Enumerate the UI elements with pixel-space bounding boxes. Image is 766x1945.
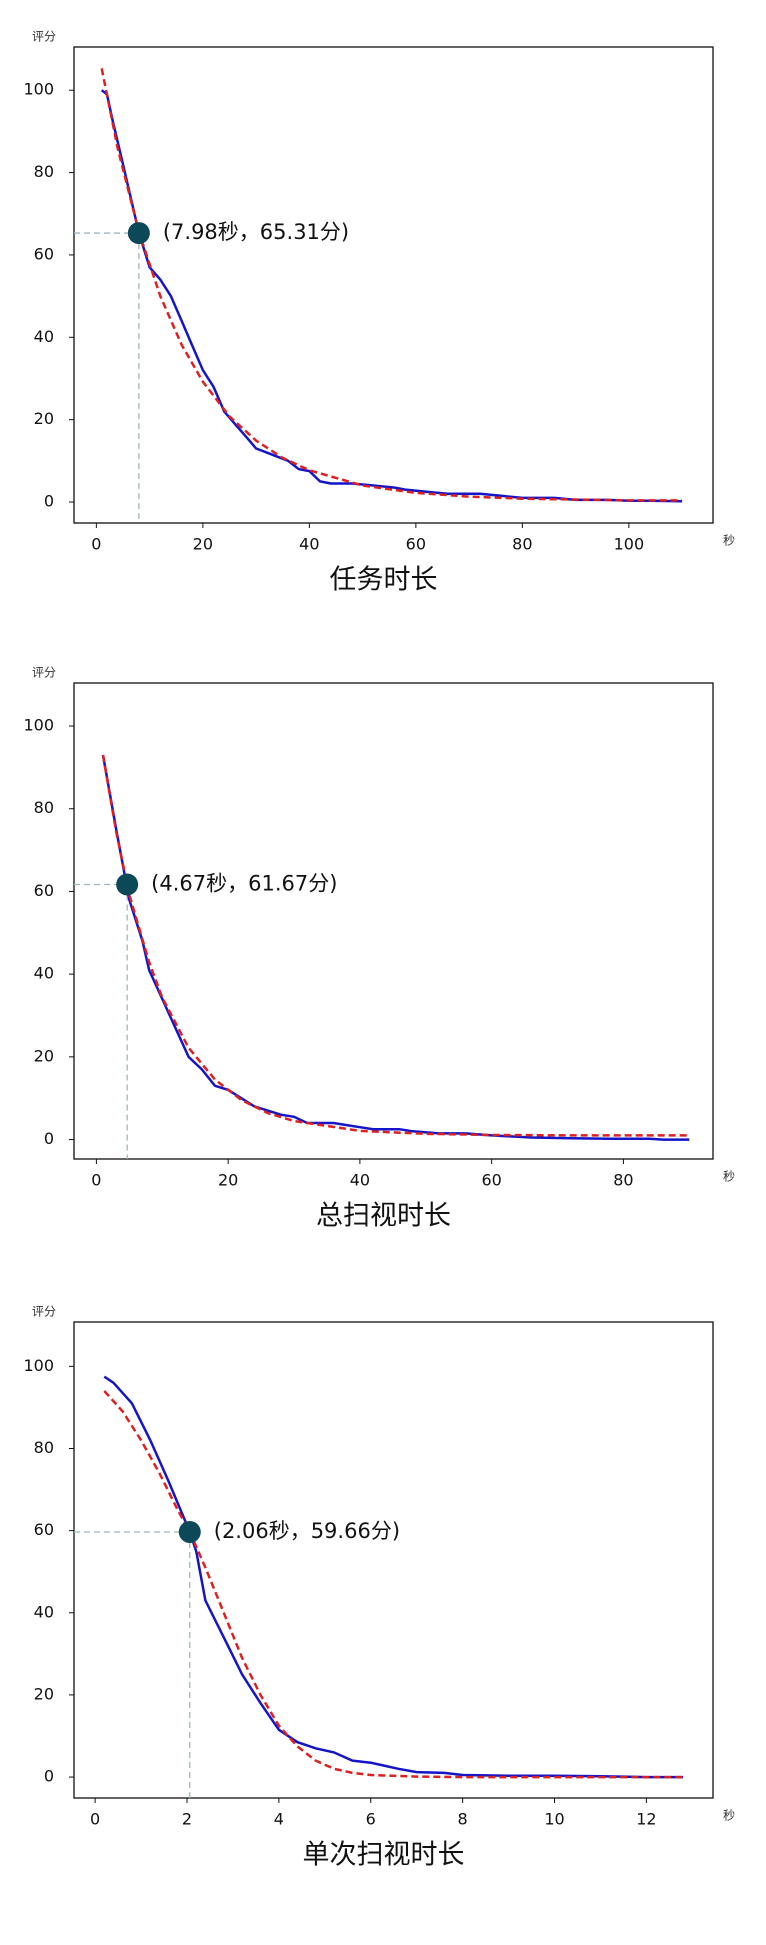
x-tick-label: 80 <box>613 1171 633 1190</box>
highlight-point <box>127 222 150 245</box>
y-tick-label: 0 <box>44 1767 54 1786</box>
x-tick-label: 6 <box>366 1810 376 1829</box>
y-tick-label: 80 <box>34 162 54 181</box>
highlight-point <box>116 873 139 896</box>
plot-frame <box>73 46 714 524</box>
y-tick-label: 20 <box>34 1046 54 1065</box>
y-tick-label: 40 <box>34 964 54 983</box>
x-tick-label: 12 <box>636 1810 656 1829</box>
y-tick-label: 0 <box>44 1129 54 1148</box>
data-line <box>100 68 683 502</box>
y-tick-label: 20 <box>34 409 54 428</box>
x-tick-label: 60 <box>406 535 426 554</box>
x-tick-label: 0 <box>90 1810 100 1829</box>
plot-frame <box>73 1321 714 1799</box>
x-tick-label: 40 <box>350 1171 370 1190</box>
x-tick-label: 2 <box>182 1810 192 1829</box>
y-tick-label: 80 <box>34 1438 54 1457</box>
x-axis-label: 秒 <box>723 1170 735 1184</box>
y-axis-label: 评分 <box>32 30 56 44</box>
x-tick-label: 0 <box>91 1171 101 1190</box>
x-tick-label: 100 <box>614 535 645 554</box>
data-line <box>101 754 690 1137</box>
x-tick-label: 0 <box>91 535 101 554</box>
chart-caption: 总扫视时长 <box>316 1201 451 1232</box>
y-tick-label: 40 <box>34 1602 54 1621</box>
y-tick-label: 60 <box>34 1520 54 1539</box>
y-tick-label: 60 <box>34 881 54 900</box>
data-line <box>101 754 690 1141</box>
x-tick-label: 8 <box>458 1810 468 1829</box>
y-tick-label: 0 <box>44 492 54 511</box>
chart-caption: 单次扫视时长 <box>303 1840 465 1871</box>
x-tick-label: 80 <box>512 535 532 554</box>
x-tick-label: 40 <box>299 535 319 554</box>
highlight-point <box>178 1521 201 1544</box>
y-tick-label: 60 <box>34 244 54 263</box>
data-line <box>100 89 683 503</box>
y-tick-label: 100 <box>23 1356 54 1375</box>
y-axis-label: 评分 <box>32 666 56 680</box>
chart-caption: 任务时长 <box>330 565 438 596</box>
x-tick-label: 20 <box>218 1171 238 1190</box>
y-tick-label: 20 <box>34 1684 54 1703</box>
x-tick-label: 10 <box>544 1810 564 1829</box>
data-line <box>103 1390 684 1779</box>
y-tick-label: 40 <box>34 327 54 346</box>
x-tick-label: 60 <box>481 1171 501 1190</box>
y-tick-label: 100 <box>23 716 54 735</box>
x-tick-label: 4 <box>274 1810 284 1829</box>
annotation: (2.06秒，59.66分) <box>214 1519 400 1543</box>
x-axis-label: 秒 <box>723 1809 735 1823</box>
y-tick-label: 100 <box>23 80 54 99</box>
x-tick-label: 20 <box>193 535 213 554</box>
annotation: (4.67秒，61.67分) <box>151 872 337 896</box>
y-tick-label: 80 <box>34 798 54 817</box>
x-axis-label: 秒 <box>723 534 735 548</box>
plot-frame <box>73 682 714 1160</box>
y-axis-label: 评分 <box>32 1305 56 1319</box>
data-line <box>103 1375 684 1779</box>
annotation: (7.98秒，65.31分) <box>163 220 349 244</box>
